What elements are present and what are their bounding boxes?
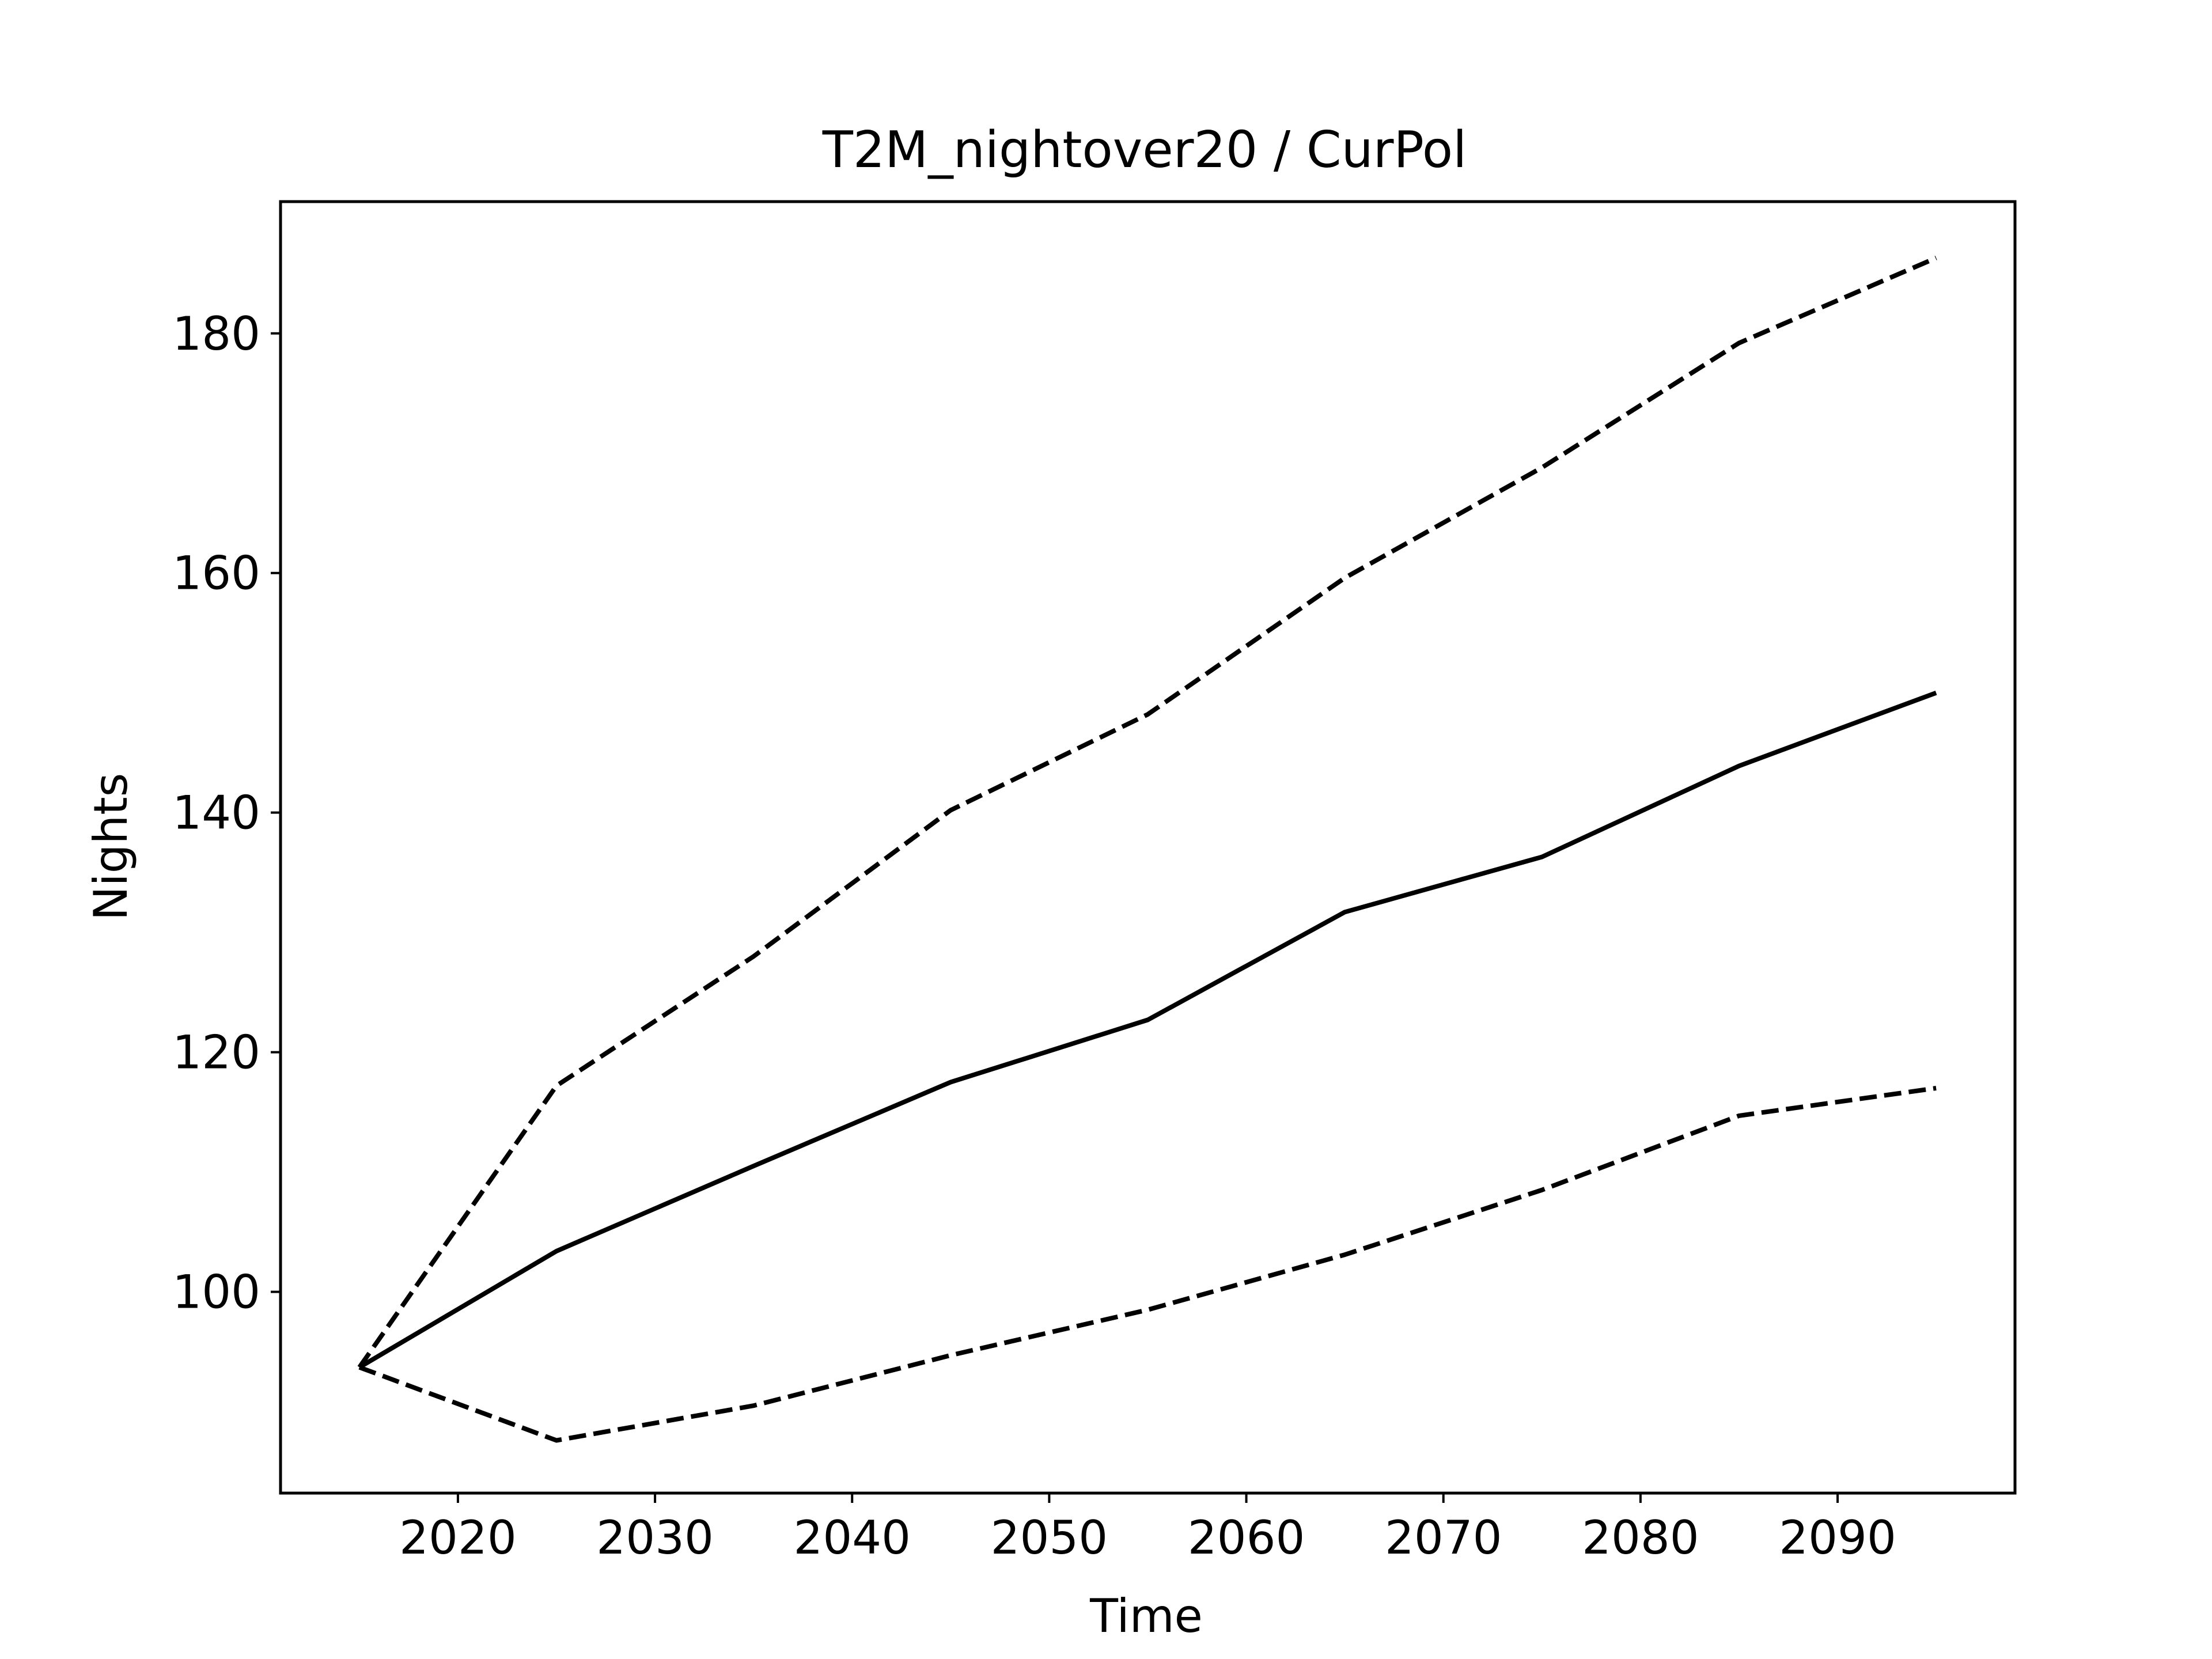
series-line-2: [357, 256, 1937, 1369]
y-tick-label: 180: [172, 307, 260, 361]
series-layer: [357, 256, 1937, 1443]
x-tick-label: 2070: [1385, 1511, 1502, 1565]
y-tick-label: 100: [172, 1266, 260, 1319]
plot-frame: [279, 200, 2017, 1495]
x-tick-label: 2060: [1188, 1511, 1305, 1565]
x-axis: 2020 2030 2040 2050 2060 2070 2080 2090: [399, 1493, 1896, 1565]
y-tick-label: 140: [172, 786, 260, 840]
x-axis-label: Time: [1089, 1589, 1203, 1643]
y-tick-label: 160: [172, 547, 260, 600]
chart-title: T2M_nightover20 / CurPol: [822, 120, 1467, 179]
y-axis-label: Nights: [84, 773, 138, 921]
x-tick-label: 2020: [399, 1511, 517, 1565]
x-tick-label: 2090: [1779, 1511, 1896, 1565]
x-tick-label: 2080: [1582, 1511, 1699, 1565]
x-tick-label: 2030: [596, 1511, 714, 1565]
x-tick-label: 2040: [793, 1511, 911, 1565]
x-tick-label: 2050: [991, 1511, 1108, 1565]
y-axis: 100 120 140 160 180: [172, 307, 281, 1319]
series-line-1: [358, 690, 1937, 1370]
y-tick-label: 120: [172, 1026, 260, 1080]
series-line-3: [358, 1086, 1937, 1443]
